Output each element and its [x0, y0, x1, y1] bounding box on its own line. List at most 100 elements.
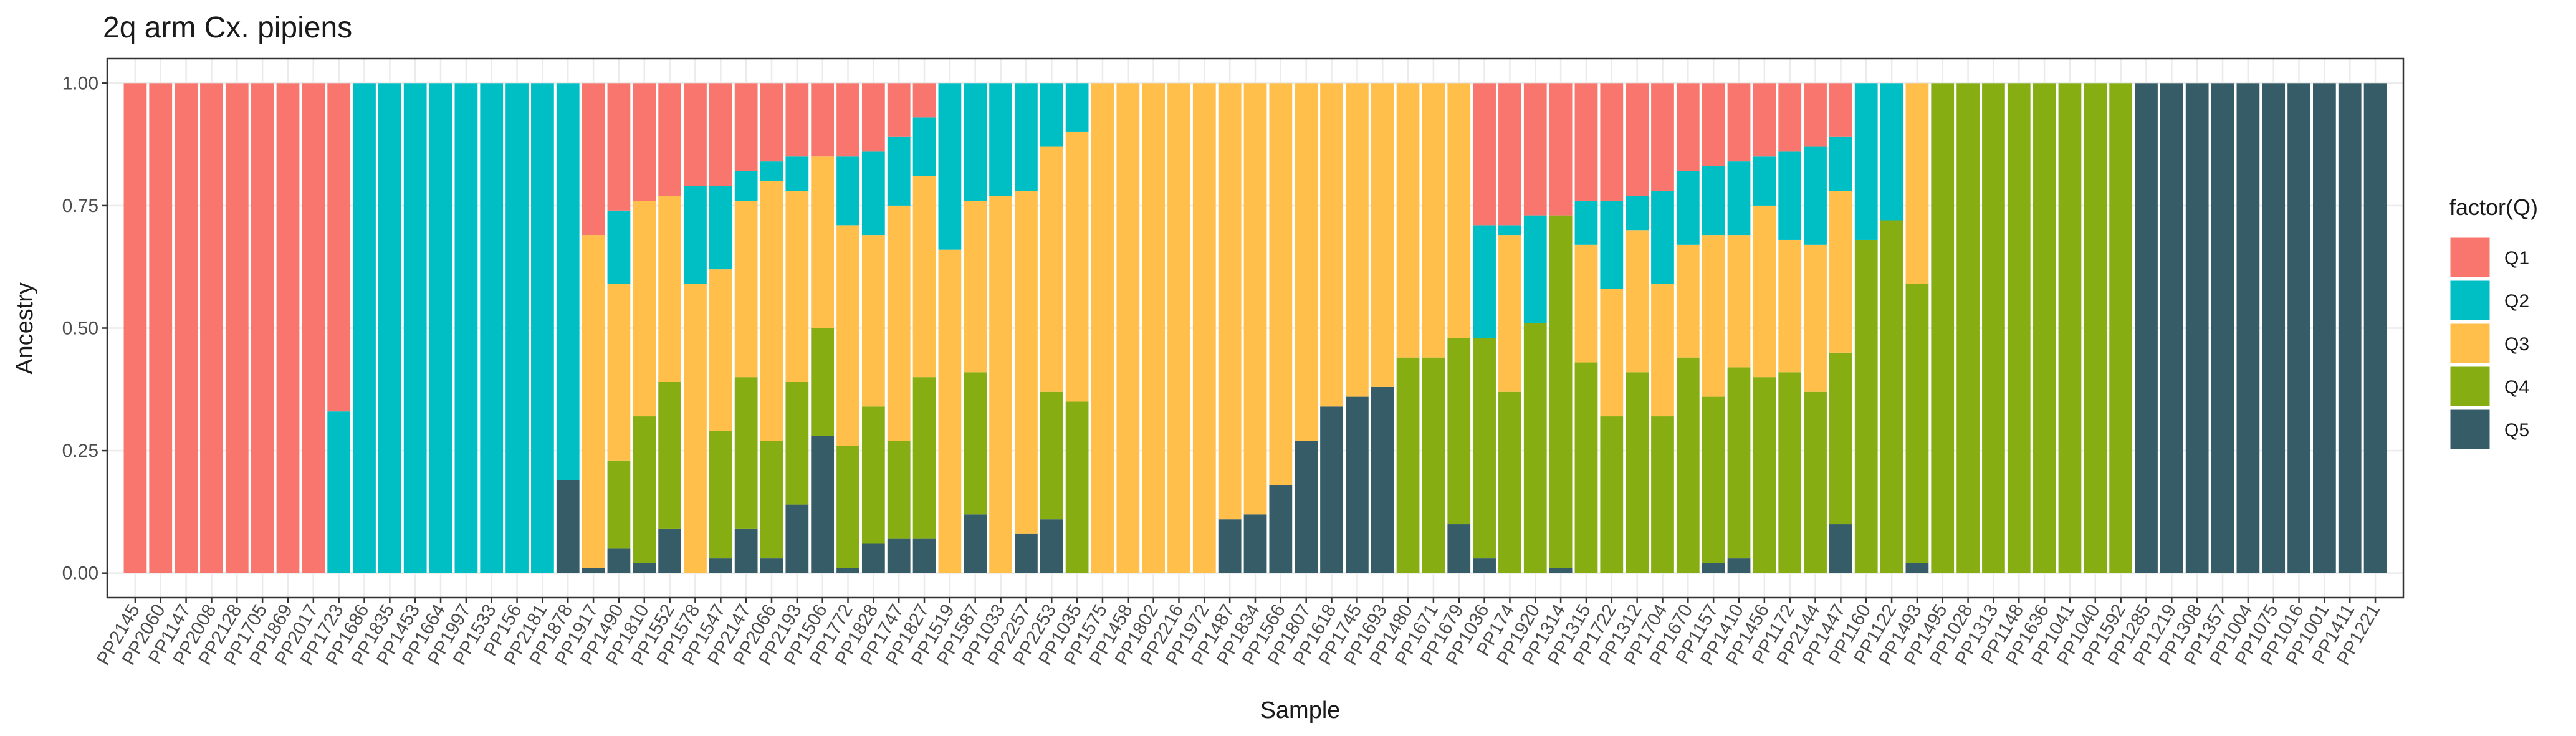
bar-segment — [964, 83, 987, 201]
bar-segment — [1549, 568, 1573, 573]
bar-segment — [1676, 357, 1700, 573]
bar-segment — [684, 284, 707, 573]
bar-segment — [175, 83, 198, 573]
bar-segment — [709, 83, 732, 186]
y-axis-label: Ancestry — [12, 282, 38, 375]
bar-segment — [1371, 83, 1394, 387]
bar-segment — [887, 538, 911, 573]
bar-segment — [1142, 83, 1166, 573]
bar-segment — [760, 181, 783, 441]
bar-segment — [1473, 558, 1496, 573]
bar-segment — [1574, 362, 1598, 573]
bar-segment — [1167, 83, 1190, 573]
bar-segment — [2287, 83, 2310, 573]
bar-segment — [912, 377, 936, 539]
bar-segment — [734, 528, 758, 573]
bar-segment — [607, 83, 631, 211]
bar-segment — [1829, 352, 1852, 525]
bar-segment — [1905, 284, 1929, 563]
bar-segment — [1015, 533, 1038, 573]
bar-segment — [1702, 166, 1725, 236]
legend-key — [2448, 408, 2492, 451]
bar-segment — [1804, 244, 1827, 392]
bar-segment — [1753, 377, 1776, 573]
legend-label: Q4 — [2504, 377, 2529, 398]
bar-segment — [1473, 83, 1496, 226]
legend-label: Q2 — [2504, 291, 2529, 312]
bar-segment — [684, 83, 707, 186]
bar-segment — [327, 83, 351, 412]
bar-segment — [861, 235, 885, 407]
bar-segment — [1651, 83, 1674, 191]
bar-segment — [1574, 244, 1598, 363]
legend-key — [2448, 322, 2492, 365]
bar-segment — [1295, 83, 1318, 441]
bar-segment — [2084, 83, 2107, 573]
bar-segment — [1829, 136, 1852, 191]
bar-segment — [1854, 83, 1878, 240]
bar-segment — [2262, 83, 2286, 573]
bar-segment — [785, 191, 809, 382]
bar-segment — [785, 156, 809, 191]
bar-segment — [785, 504, 809, 573]
bar-segment — [1473, 225, 1496, 338]
bar-segment — [1727, 558, 1751, 573]
bar-segment — [1702, 563, 1725, 573]
bar-segment — [1727, 161, 1751, 236]
bar-segment — [1345, 83, 1369, 397]
bar-segment — [454, 83, 478, 573]
bar-segment — [1015, 191, 1038, 534]
legend-title: factor(Q) — [2449, 194, 2538, 220]
bar-segment — [378, 83, 401, 573]
bar-segment — [1065, 131, 1089, 402]
bar-segment — [200, 83, 223, 573]
bar-segment — [1040, 146, 1063, 392]
bar-segment — [582, 568, 605, 573]
bar-segment — [1218, 83, 1242, 520]
bar-segment — [2160, 83, 2183, 573]
bar-segment — [964, 372, 987, 515]
bar-segment — [1345, 396, 1369, 573]
bar-segment — [912, 538, 936, 573]
bar-segment — [1422, 83, 1445, 358]
bar-segment — [658, 382, 681, 529]
bar-segment — [734, 377, 758, 529]
bar-segment — [709, 186, 732, 270]
bar-segment — [1626, 372, 1649, 573]
bar-segment — [1498, 391, 1521, 573]
bar-segment — [1549, 83, 1573, 216]
bar-segment — [1549, 215, 1573, 568]
y-tick-label: 0.25 — [62, 441, 98, 461]
bar-segment — [1320, 83, 1343, 407]
bar-segment — [1702, 396, 1725, 563]
chart-title: 2q arm Cx. pipiens — [103, 11, 352, 44]
bar-segment — [836, 83, 859, 157]
bar-segment — [1905, 83, 1929, 284]
bar-segment — [811, 83, 835, 157]
bar-segment — [1243, 83, 1267, 515]
bar-segment — [1015, 83, 1038, 191]
bar-segment — [633, 563, 656, 573]
x-axis-label: Sample — [1260, 697, 1341, 724]
bar-segment — [836, 225, 859, 446]
bar-segment — [1574, 201, 1598, 245]
bar-segment — [887, 441, 911, 539]
bar-segment — [1982, 83, 2005, 573]
panel-border — [106, 57, 2405, 599]
bar-segment — [912, 83, 936, 118]
bar-segment — [1600, 201, 1624, 289]
bar-segment — [760, 441, 783, 559]
bar-segment — [709, 269, 732, 431]
bar-segment — [1269, 83, 1293, 485]
bar-segment — [989, 196, 1012, 573]
bar-segment — [938, 83, 962, 250]
bar-segment — [1778, 151, 1802, 240]
bar-segment — [912, 117, 936, 176]
bar-segment — [2313, 83, 2336, 573]
bar-segment — [1905, 563, 1929, 573]
bar-segment — [887, 205, 911, 441]
bar-segment — [760, 558, 783, 573]
bar-segment — [2185, 83, 2209, 573]
y-tick-label: 0.75 — [62, 196, 98, 216]
